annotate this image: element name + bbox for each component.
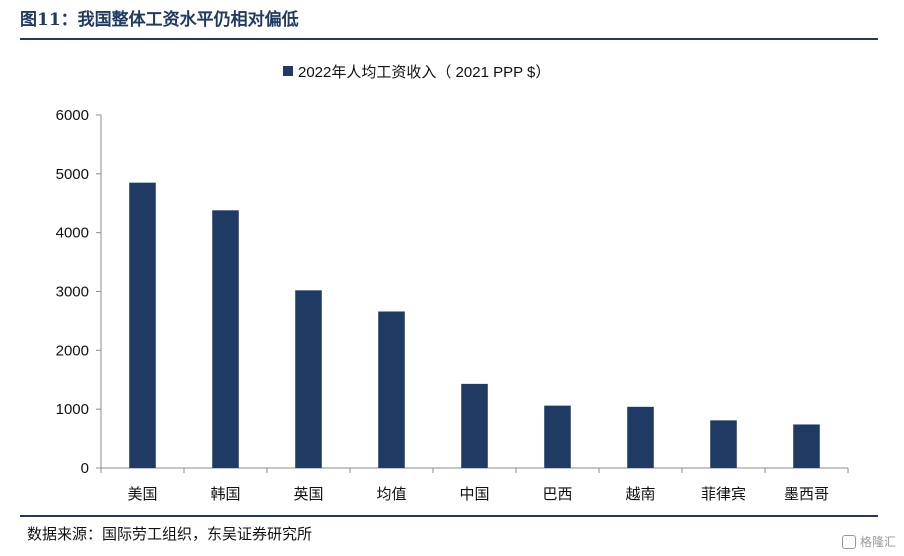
source-note: 数据来源：国际劳工组织，东吴证券研究所 xyxy=(27,525,313,543)
bar xyxy=(378,311,405,468)
bar xyxy=(544,405,571,468)
legend-label: 2022年人均工资收入（ 2021 PPP $） xyxy=(298,64,550,81)
y-tick-label: 2000 xyxy=(56,342,89,359)
figure-title: 图11：我国整体工资水平仍相对偏低 xyxy=(20,10,299,30)
x-category-label: 美国 xyxy=(127,485,157,503)
watermark: 格隆汇 xyxy=(841,533,896,550)
chart-legend: 2022年人均工资收入（ 2021 PPP $） xyxy=(283,64,550,81)
y-tick-label: 3000 xyxy=(56,284,89,301)
bar xyxy=(793,424,820,468)
x-category-label: 越南 xyxy=(625,485,655,503)
title-rule xyxy=(20,38,878,40)
y-tick-label: 1000 xyxy=(56,401,89,418)
bar xyxy=(295,290,322,468)
x-category-label: 韩国 xyxy=(210,485,240,503)
y-tick-label: 4000 xyxy=(56,225,89,242)
y-axis-ticks: 0 1000 2000 3000 4000 5000 6000 xyxy=(56,107,101,477)
y-tick-label: 0 xyxy=(81,460,89,477)
source-rule xyxy=(20,515,878,517)
x-category-label: 菲律宾 xyxy=(701,485,746,503)
y-tick-label: 5000 xyxy=(56,166,89,183)
bar xyxy=(129,182,156,469)
x-category-label: 墨西哥 xyxy=(784,485,829,503)
x-category-label: 中国 xyxy=(459,485,489,503)
x-axis-labels: 美国 韩国 英国 均值 中国 巴西 越南 菲律宾 墨西哥 xyxy=(127,485,829,503)
x-category-label: 巴西 xyxy=(542,485,572,503)
bar xyxy=(710,420,737,468)
x-category-label: 英国 xyxy=(293,485,323,503)
bar xyxy=(461,383,488,468)
y-tick-label: 6000 xyxy=(56,107,89,124)
watermark-text: 格隆汇 xyxy=(859,535,896,549)
legend-swatch xyxy=(283,66,293,76)
bar xyxy=(212,210,239,468)
watermark-logo-icon xyxy=(841,534,856,549)
chart-bars xyxy=(129,182,820,469)
x-category-label: 均值 xyxy=(376,485,406,503)
bar xyxy=(627,406,654,468)
